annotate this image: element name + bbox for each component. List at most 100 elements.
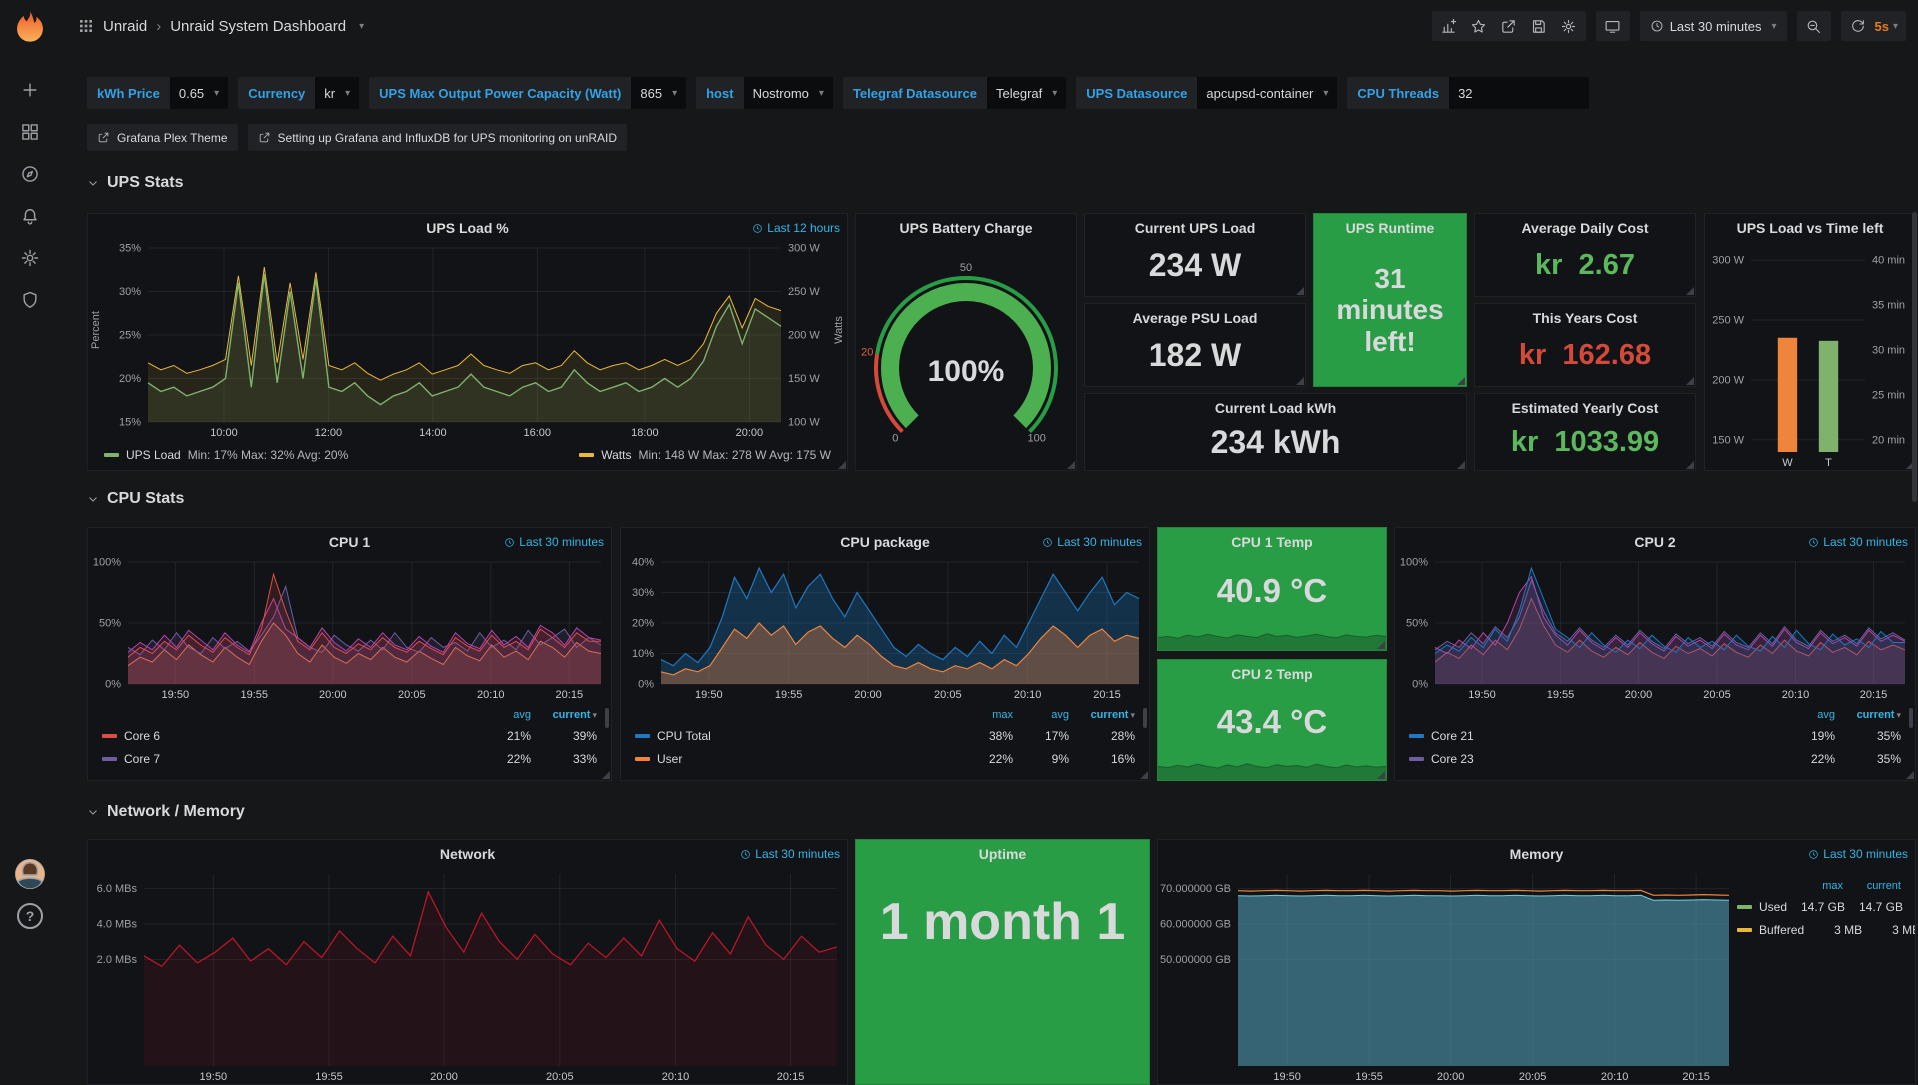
legend-item-core-23[interactable]: Core 23 22% 35% <box>1409 747 1901 770</box>
panel-resize-handle[interactable] <box>1686 287 1694 295</box>
panel-header[interactable]: This Years Cost <box>1475 304 1695 332</box>
load-vs-time-bar-chart[interactable]: 300 W250 W200 W150 W40 min35 min30 min25… <box>1705 242 1915 470</box>
panel-resize-handle[interactable] <box>1686 461 1694 469</box>
ups-load-chart[interactable]: 35%30%25%20%15%300 W250 W200 W150 W100 W… <box>104 242 831 440</box>
section-ups-stats[interactable]: UPS Stats <box>87 174 183 192</box>
panel-header[interactable]: CPU 1 Last 30 minutes <box>88 528 611 556</box>
legend-sort-current[interactable]: current▾ <box>531 709 597 721</box>
save-dashboard-button[interactable] <box>1524 11 1554 41</box>
sidebar-create-button[interactable] <box>9 69 51 111</box>
dashboard-settings-gear-button[interactable] <box>1554 11 1584 41</box>
network-chart[interactable]: 6.0 MBs4.0 MBs2.0 MBs19:5019:5520:0020:0… <box>88 868 847 1084</box>
time-override[interactable]: Last 12 hours <box>752 221 840 235</box>
cycle-view-tv-button[interactable] <box>1598 11 1628 41</box>
dashboard-switcher-caret-icon[interactable]: ▾ <box>359 21 364 32</box>
legend-item-used[interactable]: Used 14.7 GB 14.7 GB <box>1737 895 1901 918</box>
legend-sort-current[interactable]: current <box>1843 880 1901 892</box>
share-dashboard-button[interactable] <box>1494 11 1524 41</box>
panel-header[interactable]: CPU 1 Temp <box>1158 528 1386 556</box>
panel-resize-handle[interactable] <box>1686 377 1694 385</box>
panel-header[interactable]: Current Load kWh <box>1085 394 1466 422</box>
panel-resize-handle[interactable] <box>1296 287 1304 295</box>
legend-item-core-6[interactable]: Core 6 21% 39% <box>102 724 597 747</box>
legend-sort-current[interactable]: current▾ <box>1835 709 1901 721</box>
memory-chart[interactable]: 70.000000 GB60.000000 GB50.000000 GB19:5… <box>1158 868 1737 1084</box>
time-override[interactable]: Last 30 minutes <box>740 847 840 861</box>
add-panel-button[interactable] <box>1434 11 1464 41</box>
variable-value-dropdown[interactable]: 865▾ <box>631 77 686 109</box>
variable-value-dropdown[interactable]: Nostromo▾ <box>744 77 833 109</box>
help-button[interactable]: ? <box>9 895 51 937</box>
legend-item-user[interactable]: User 22% 9% 16% <box>635 747 1135 770</box>
time-override[interactable]: Last 30 minutes <box>1808 847 1908 861</box>
panel-header[interactable]: Average PSU Load <box>1085 304 1305 332</box>
panel-header[interactable]: UPS Load % Last 12 hours <box>88 214 847 242</box>
panel-header[interactable]: Memory Last 30 minutes <box>1158 840 1915 868</box>
sidebar-admin-shield-button[interactable] <box>9 279 51 321</box>
sidebar-explore-compass-button[interactable] <box>9 153 51 195</box>
panel-header[interactable]: Average Daily Cost <box>1475 214 1695 242</box>
panel-header[interactable]: CPU 2 Temp <box>1158 660 1386 688</box>
panel-resize-handle[interactable] <box>1296 377 1304 385</box>
panel-header[interactable]: Network Last 30 minutes <box>88 840 847 868</box>
breadcrumb-dashboard-title[interactable]: Unraid System Dashboard <box>170 18 346 35</box>
panel-resize-handle[interactable] <box>602 771 610 779</box>
legend-sort-max[interactable]: max <box>957 709 1013 721</box>
sidebar-dashboards-button[interactable] <box>9 111 51 153</box>
grafana-logo[interactable] <box>12 9 48 45</box>
refresh-interval-caret-icon[interactable]: ▾ <box>1893 21 1898 32</box>
panel-header[interactable]: Current UPS Load <box>1085 214 1305 242</box>
variable-value-dropdown[interactable]: apcupsd-container▾ <box>1197 77 1337 109</box>
variable-value-dropdown[interactable]: kr▾ <box>315 77 359 109</box>
zoom-out-button[interactable] <box>1799 11 1829 41</box>
sidebar-alerting-bell-button[interactable] <box>9 195 51 237</box>
time-override[interactable]: Last 30 minutes <box>1042 535 1142 549</box>
legend-item-buffered[interactable]: Buffered 3 MB 3 MB <box>1737 918 1901 941</box>
panel-resize-handle[interactable] <box>1457 461 1465 469</box>
legend-scrollbar[interactable] <box>1909 708 1913 728</box>
link-ups-monitoring-guide[interactable]: Setting up Grafana and InfluxDB for UPS … <box>248 124 628 151</box>
legend-sort-avg[interactable]: avg <box>471 709 531 721</box>
time-range-picker[interactable]: Last 30 minutes ▾ <box>1640 11 1787 41</box>
cpu2-chart[interactable]: 100%50%0%19:5019:5520:0020:0520:1020:15 <box>1395 556 1915 702</box>
legend-sort-avg[interactable]: avg <box>1775 709 1835 721</box>
panel-header[interactable]: Estimated Yearly Cost <box>1475 394 1695 422</box>
section-cpu-stats[interactable]: CPU Stats <box>87 490 184 508</box>
user-avatar[interactable] <box>9 853 51 895</box>
panel-resize-handle[interactable] <box>1067 461 1075 469</box>
breadcrumb-app[interactable]: Unraid <box>103 18 147 35</box>
panel-resize-handle[interactable] <box>1377 771 1385 779</box>
page-scrollbar[interactable] <box>1912 212 1917 502</box>
variable-value-dropdown[interactable]: Telegraf▾ <box>987 77 1066 109</box>
time-override[interactable]: Last 30 minutes <box>1808 535 1908 549</box>
legend-sort-avg[interactable]: avg <box>1013 709 1069 721</box>
legend-item-watts[interactable]: Watts Min: 148 W Max: 278 W Avg: 175 W <box>579 448 831 462</box>
cpu1-chart[interactable]: 100%50%0%19:5019:5520:0020:0520:1020:15 <box>88 556 611 702</box>
panel-header[interactable]: UPS Runtime <box>1314 214 1466 242</box>
cpu-threads-input[interactable]: 32 <box>1449 77 1589 109</box>
star-dashboard-button[interactable] <box>1464 11 1494 41</box>
link-grafana-plex-theme[interactable]: Grafana Plex Theme <box>87 124 238 151</box>
legend-item-core-21[interactable]: Core 21 19% 35% <box>1409 724 1901 747</box>
panel-header[interactable]: Uptime <box>856 840 1149 868</box>
legend-sort-max[interactable]: max <box>1785 880 1843 892</box>
variable-value-dropdown[interactable]: 0.65▾ <box>170 77 228 109</box>
section-network-memory[interactable]: Network / Memory <box>87 803 245 821</box>
panel-resize-handle[interactable] <box>1906 771 1914 779</box>
panel-header[interactable]: CPU package Last 30 minutes <box>621 528 1149 556</box>
panel-resize-handle[interactable] <box>1377 641 1385 649</box>
legend-item-ups-load[interactable]: UPS Load Min: 17% Max: 32% Avg: 20% <box>104 448 348 462</box>
legend-item-cpu-total[interactable]: CPU Total 38% 17% 28% <box>635 724 1135 747</box>
sidebar-configuration-gear-button[interactable] <box>9 237 51 279</box>
panel-resize-handle[interactable] <box>1140 771 1148 779</box>
time-override[interactable]: Last 30 minutes <box>504 535 604 549</box>
legend-item-core-7[interactable]: Core 7 22% 33% <box>102 747 597 770</box>
refresh-button[interactable] <box>1843 11 1873 41</box>
panel-resize-handle[interactable] <box>838 461 846 469</box>
legend-sort-current[interactable]: current▾ <box>1069 709 1135 721</box>
legend-scrollbar[interactable] <box>605 708 609 728</box>
panel-header[interactable]: UPS Load vs Time left <box>1705 214 1915 242</box>
panel-resize-handle[interactable] <box>1457 377 1465 385</box>
panel-header[interactable]: CPU 2 Last 30 minutes <box>1395 528 1915 556</box>
panel-header[interactable]: UPS Battery Charge <box>856 214 1076 242</box>
